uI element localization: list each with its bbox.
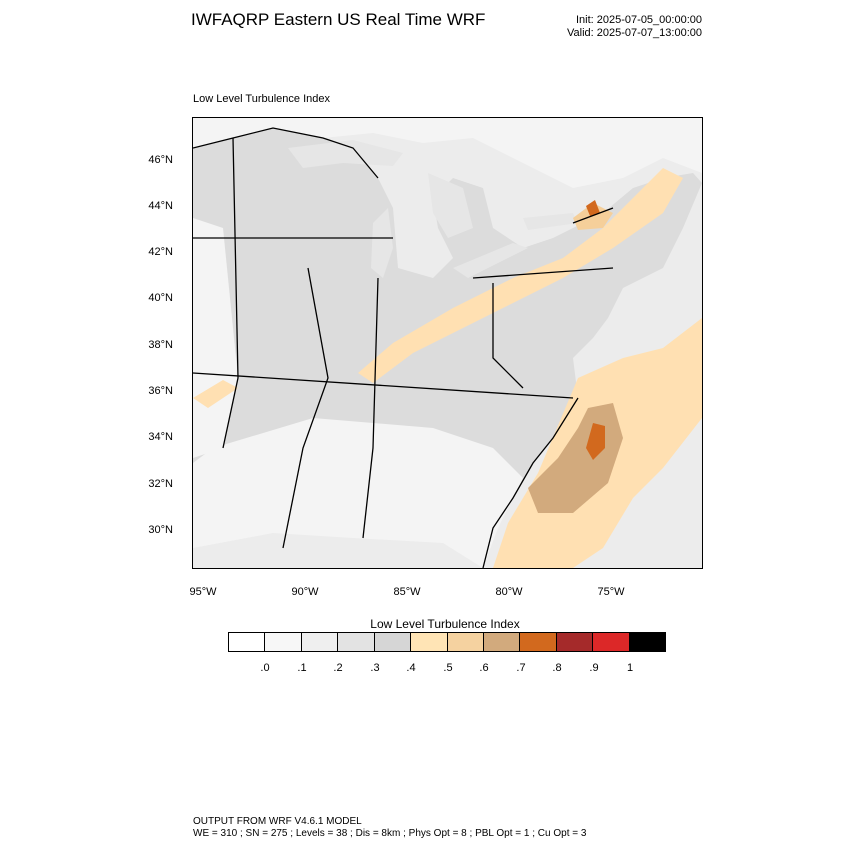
lat-label-44: 44°N: [148, 200, 173, 212]
colorbar-box: [338, 633, 375, 651]
boundary-western: [222, 137, 239, 449]
boundary-mississippi: [282, 267, 329, 549]
map-panel: [192, 117, 703, 569]
turbulence-band-inland: [358, 168, 683, 383]
lon-label-90: 90°W: [291, 586, 319, 598]
turbulence-core-offshore: [586, 423, 605, 460]
lat-label-42: 42°N: [148, 246, 173, 258]
lake-superior: [288, 140, 403, 168]
lake-erie: [453, 243, 528, 278]
canada-land: [193, 118, 702, 188]
init-time: Init: 2025-07-05_00:00:00: [576, 14, 702, 26]
colorbar-title: Low Level Turbulence Index: [370, 617, 520, 631]
lon-label-85: 85°W: [393, 586, 421, 598]
colorbar-tick-label: .5: [443, 662, 453, 674]
turbulence-band-ny: [573, 203, 613, 230]
colorbar-tick-label: .3: [370, 662, 380, 674]
lat-label-36: 36°N: [148, 385, 173, 397]
lon-label-95: 95°W: [189, 586, 217, 598]
lake-huron: [428, 173, 473, 238]
lon-label-80: 80°W: [495, 586, 523, 598]
coastline-north: [193, 127, 379, 179]
colorbar-tick-label: .0: [260, 662, 270, 674]
gulf-water: [193, 533, 483, 568]
colorbar-box: [301, 633, 339, 651]
lake-michigan: [371, 208, 393, 278]
colorbar-box: [556, 633, 594, 651]
plot-title: Low Level Turbulence Index: [193, 93, 330, 105]
colorbar-box: [374, 633, 412, 651]
colorbar-box: [483, 633, 521, 651]
colorbar-box: [447, 633, 484, 651]
land-south-light: [193, 418, 523, 568]
colorbar: [228, 632, 666, 652]
lat-label-38: 38°N: [148, 339, 173, 351]
state-boundaries: [193, 127, 614, 568]
valid-time: Valid: 2025-07-07_13:00:00: [567, 27, 702, 39]
boundary-new-york: [572, 207, 614, 224]
colorbar-box: [265, 633, 302, 651]
lon-label-75: 75°W: [597, 586, 625, 598]
colorbar-box: [593, 633, 630, 651]
model-info-line1: OUTPUT FROM WRF V4.6.1 MODEL: [193, 816, 362, 827]
colorbar-tick-label: .9: [589, 662, 599, 674]
coastline-east: [482, 397, 579, 568]
map-canvas: [193, 118, 702, 568]
boundary-appalachian: [492, 283, 524, 389]
colorbar-tick-label: .7: [516, 662, 526, 674]
lat-label-32: 32°N: [148, 478, 173, 490]
turbulence-core-ny: [586, 200, 600, 216]
colorbar-tick-label: .6: [479, 662, 489, 674]
lat-label-34: 34°N: [148, 431, 173, 443]
boundary-indiana-alabama: [362, 277, 379, 539]
main-title: IWFAQRP Eastern US Real Time WRF: [191, 10, 486, 29]
colorbar-tick-label: .2: [333, 662, 343, 674]
lat-label-46: 46°N: [148, 154, 173, 166]
colorbar-tick-label: .4: [406, 662, 416, 674]
colorbar-box: [229, 633, 266, 651]
lat-label-40: 40°N: [148, 292, 173, 304]
colorbar-box: [629, 633, 666, 651]
boundary-tennessee: [193, 372, 574, 399]
boundary-pennsylvania: [472, 267, 614, 279]
lake-ontario: [523, 213, 578, 230]
lat-label-30: 30°N: [148, 524, 173, 536]
colorbar-tick-label: 1: [626, 662, 634, 674]
colorbar-box: [520, 633, 557, 651]
model-info-line2: WE = 310 ; SN = 275 ; Levels = 38 ; Dis …: [193, 828, 587, 839]
colorbar-box: [411, 633, 448, 651]
turbulence-band-west: [193, 380, 238, 408]
colorbar-tick-label: .1: [297, 662, 307, 674]
colorbar-tick-label: .8: [552, 662, 562, 674]
